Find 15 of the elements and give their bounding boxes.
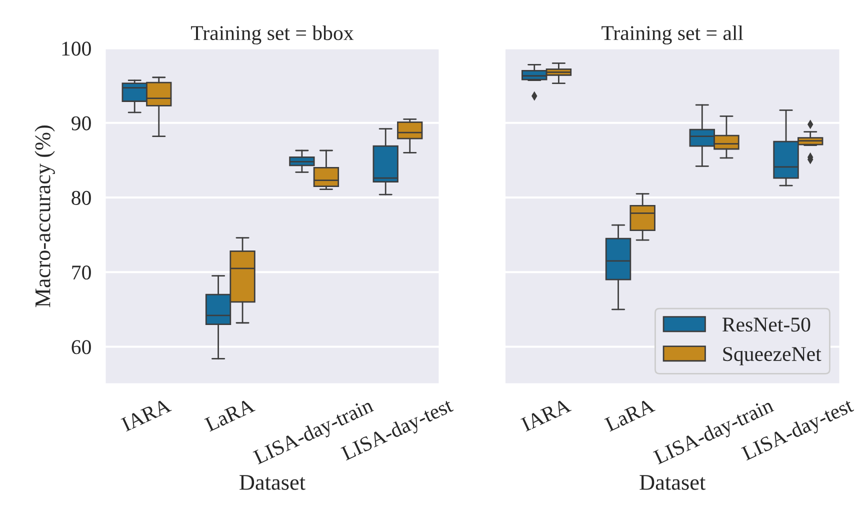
y-axis-title: Macro-accuracy (%) [34,126,55,308]
x-tick-label: IARA [120,398,172,432]
x-axis-title: Dataset [240,475,306,490]
x-axis-title: Dataset [640,475,706,490]
y-tick-label: 90 [72,116,91,130]
y-tick-label: 60 [72,340,91,354]
legend-label: SqueezeNet [723,347,822,366]
x-tick-label: LaRA [604,398,656,432]
legend-label: ResNet-50 [722,318,810,332]
chart-title: Training set = bbox [191,25,354,44]
x-tick-label: IARA [520,398,572,432]
y-tick-label: 80 [72,190,91,205]
y-tick-label: 100 [62,42,91,56]
y-tick-label: 70 [72,266,91,280]
chart-title: Training set = all [602,25,744,44]
